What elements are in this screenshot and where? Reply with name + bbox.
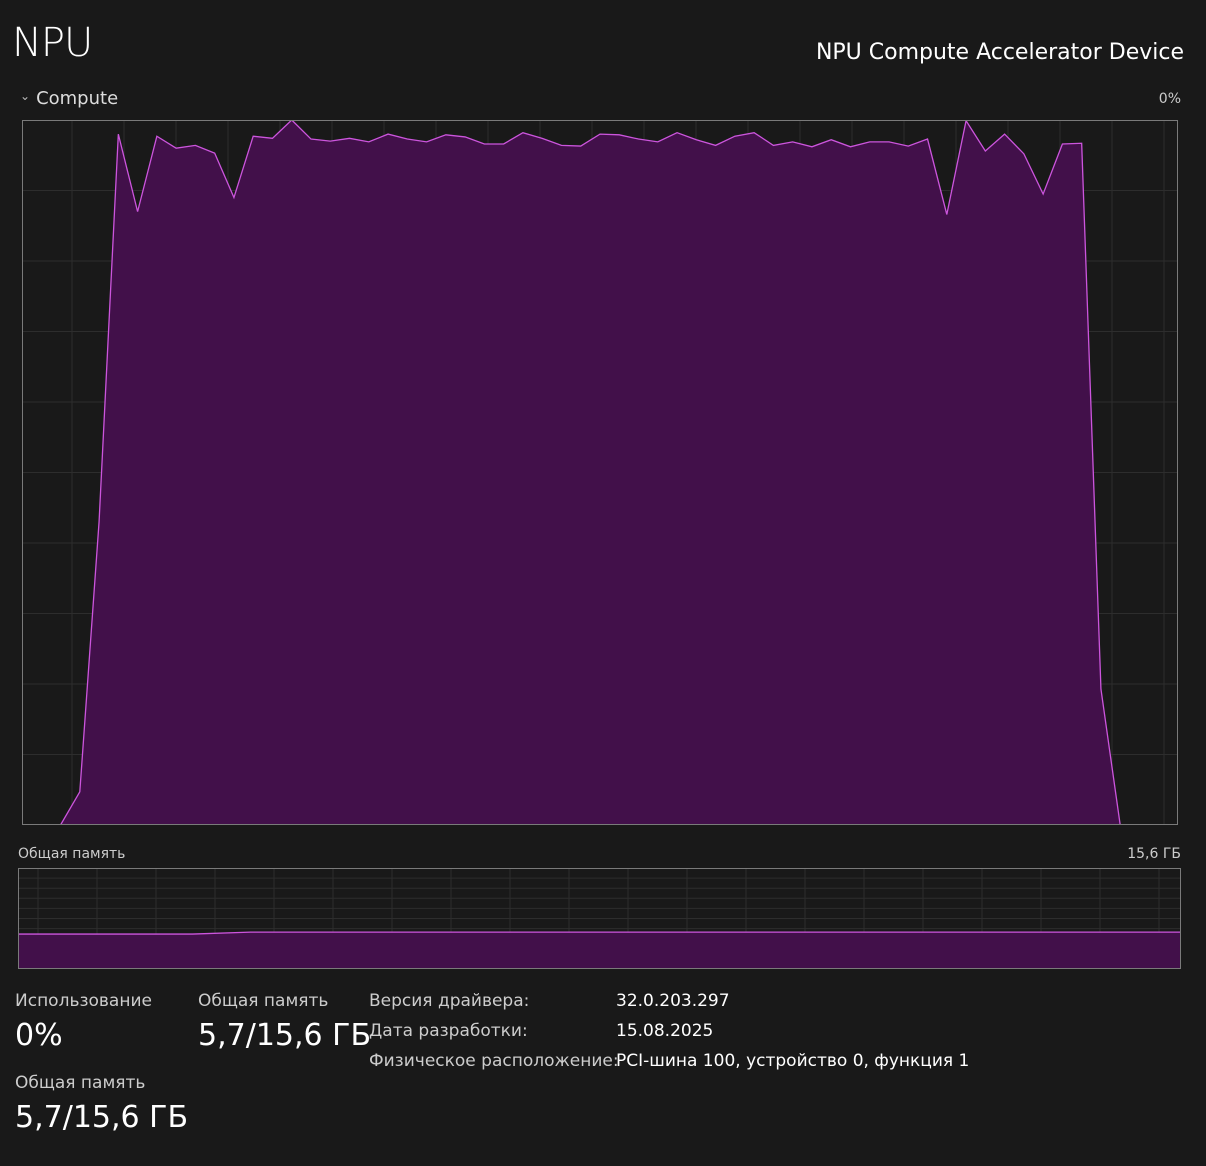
compute-chart — [22, 120, 1178, 825]
memory-chart — [18, 868, 1181, 969]
usage-value: 0% — [15, 1018, 63, 1053]
driver-date-value: 15.08.2025 — [616, 1021, 714, 1041]
shared-memory-value: 5,7/15,6 ГБ — [198, 1018, 372, 1053]
compute-label: Compute — [36, 88, 119, 109]
usage-label: Использование — [15, 991, 152, 1011]
driver-date-label: Дата разработки: — [369, 1021, 528, 1041]
memory-chart-label: Общая память — [18, 846, 126, 862]
driver-version-value: 32.0.203.297 — [616, 991, 730, 1011]
compute-max-label: 0% — [1158, 91, 1181, 107]
chevron-down-icon: ⌄ — [20, 88, 31, 103]
compute-engine-selector[interactable]: ⌄ Compute — [20, 88, 118, 109]
device-name: NPU Compute Accelerator Device — [815, 40, 1184, 65]
page-title: NPU — [12, 20, 93, 66]
series-line — [59, 120, 1121, 825]
physical-location-value: PCI-шина 100, устройство 0, функция 1 — [616, 1051, 970, 1071]
memory-chart-max: 15,6 ГБ — [1127, 846, 1181, 862]
shared-memory-label: Общая память — [198, 991, 329, 1011]
shared-memory-label-2: Общая память — [15, 1073, 146, 1093]
chart-border — [18, 868, 1181, 969]
chart-border — [22, 120, 1178, 825]
driver-version-label: Версия драйвера: — [369, 991, 530, 1011]
series-area — [18, 932, 1181, 969]
series-area — [60, 120, 1121, 825]
physical-location-label: Физическое расположение: — [369, 1051, 619, 1071]
shared-memory-value-2: 5,7/15,6 ГБ — [15, 1100, 189, 1135]
